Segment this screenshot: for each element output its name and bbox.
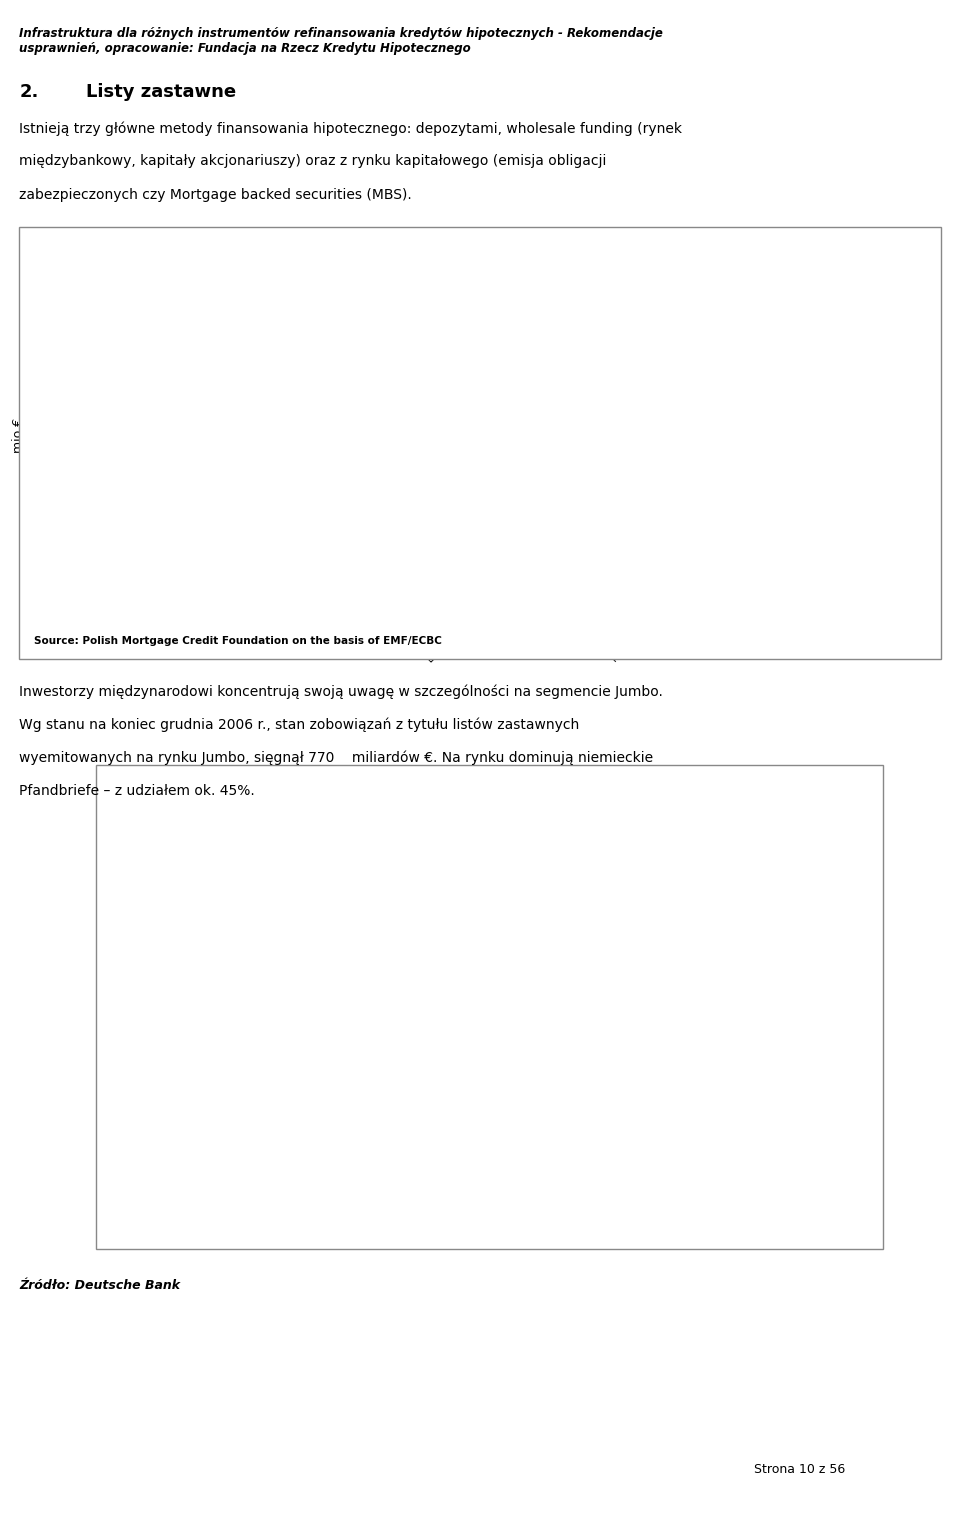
Text: usprawnień, opracowanie: Fundacja na Rzecz Kredytu Hipotecznego: usprawnień, opracowanie: Fundacja na Rze… — [19, 42, 471, 56]
Text: Strona 10 z 56: Strona 10 z 56 — [754, 1463, 845, 1476]
Title: Jumbo covered bond market (as of 31.12.2006): Jumbo covered bond market (as of 31.12.2… — [324, 807, 656, 819]
Wedge shape — [364, 992, 490, 1037]
Text: 0,3%: 0,3% — [483, 846, 510, 857]
Text: 0,3%: 0,3% — [396, 874, 422, 884]
Legend: Germany, France, Finland, Austria, UK, Sweden, Spain, Portugal, Netherlands, Lux: Germany, France, Finland, Austria, UK, S… — [318, 1181, 661, 1213]
Bar — [557, 590, 588, 598]
Bar — [649, 592, 681, 598]
Bar — [511, 593, 543, 598]
Bar — [373, 566, 405, 598]
Bar — [144, 289, 176, 598]
Wedge shape — [490, 858, 623, 1123]
Text: międzybankowy, kapitały akcjonariuszy) oraz z rynku kapitałowego (emisja obligac: międzybankowy, kapitały akcjonariuszy) o… — [19, 154, 607, 168]
Text: Źródło: Deutsche Bank: Źródło: Deutsche Bank — [19, 1279, 180, 1293]
Bar — [98, 341, 130, 598]
Wedge shape — [365, 992, 490, 1043]
Text: 2.: 2. — [19, 83, 38, 101]
Text: 6,1%: 6,1% — [356, 1060, 383, 1070]
Text: Wg stanu na koniec grudnia 2006 r., stan zobowiązań z tytułu listów zastawnych: Wg stanu na koniec grudnia 2006 r., stan… — [19, 718, 580, 733]
Text: 48,0%: 48,0% — [556, 878, 588, 887]
Text: Pfandbriefe – z udziałem ok. 45%.: Pfandbriefe – z udziałem ok. 45%. — [19, 784, 255, 798]
Text: Inwestorzy międzynarodowi koncentrują swoją uwagę w szczególności na segmencie J: Inwestorzy międzynarodowi koncentrują sw… — [19, 684, 663, 699]
Bar — [420, 571, 451, 598]
Text: 0,7%: 0,7% — [430, 1107, 456, 1117]
Wedge shape — [395, 992, 490, 1090]
Title: Covered Bonds outstanding in 2005: Covered Bonds outstanding in 2005 — [337, 247, 671, 265]
Bar — [190, 433, 222, 598]
Text: Infrastruktura dla różnych instrumentów refinansowania kredytów hipotecznych - R: Infrastruktura dla różnych instrumentów … — [19, 27, 663, 41]
Text: 0,7%: 0,7% — [337, 1013, 363, 1023]
Text: Source: Polish Mortgage Credit Foundation on the basis of EMF/ECBC: Source: Polish Mortgage Credit Foundatio… — [34, 636, 442, 646]
Text: 0,9%: 0,9% — [469, 1126, 496, 1137]
Text: Istnieją trzy główne metody finansowania hipotecznego: depozytami, wholesale fun: Istnieją trzy główne metody finansowania… — [19, 121, 683, 136]
Text: 0,3%: 0,3% — [430, 851, 456, 861]
Wedge shape — [367, 992, 490, 1086]
Text: wyemitowanych na rynku Jumbo, sięgnął 770    miliardów €. Na rynku dominują niem: wyemitowanych na rynku Jumbo, sięgnął 77… — [19, 751, 654, 766]
Bar — [740, 595, 773, 598]
Y-axis label: mio €: mio € — [12, 418, 25, 453]
Text: Listy zastawne: Listy zastawne — [86, 83, 236, 101]
Bar — [235, 565, 268, 598]
Text: zabezpieczonych czy Mortgage backed securities (MBS).: zabezpieczonych czy Mortgage backed secu… — [19, 188, 412, 201]
Text: 13,0%: 13,0% — [513, 1107, 546, 1117]
Bar — [281, 498, 314, 598]
Wedge shape — [356, 858, 490, 1033]
Wedge shape — [405, 992, 506, 1125]
Text: 29,7%: 29,7% — [353, 927, 386, 937]
Wedge shape — [487, 858, 490, 992]
Bar — [327, 592, 359, 598]
Wedge shape — [399, 992, 490, 1095]
Wedge shape — [363, 992, 490, 1036]
